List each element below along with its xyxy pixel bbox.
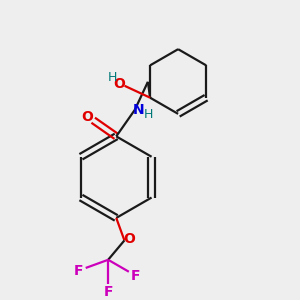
Text: O: O — [81, 110, 93, 124]
Text: H: H — [144, 108, 153, 121]
Text: F: F — [74, 264, 83, 278]
Text: N: N — [133, 103, 145, 117]
Text: F: F — [103, 285, 113, 298]
Text: O: O — [124, 232, 135, 246]
Text: H: H — [107, 71, 117, 84]
Text: O: O — [114, 77, 125, 92]
Text: F: F — [131, 269, 140, 283]
